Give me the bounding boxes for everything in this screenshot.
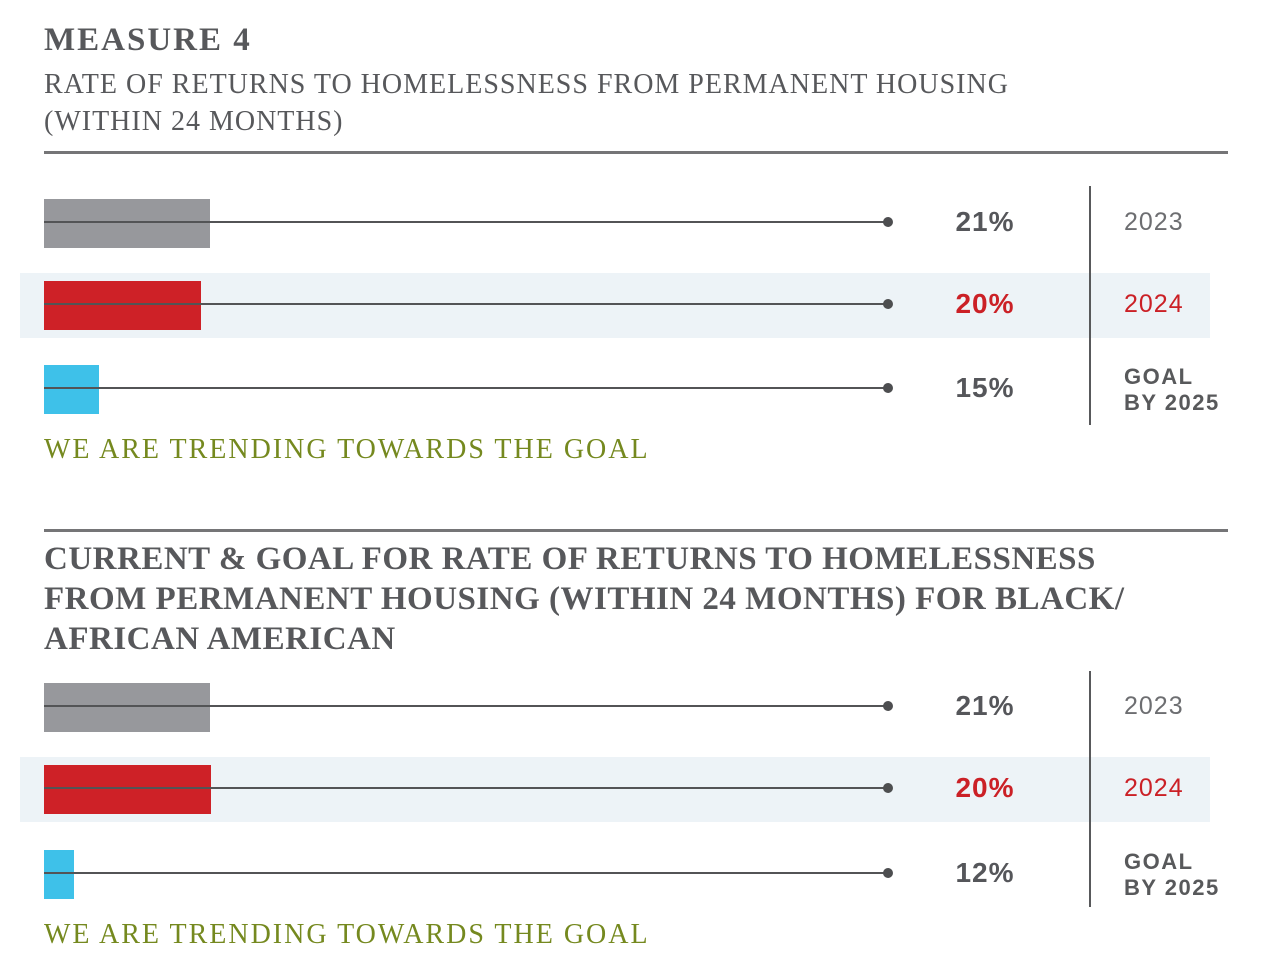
value-label-2023: 21% bbox=[955, 206, 1015, 237]
leader-line bbox=[44, 705, 890, 707]
bar-goal-2025 bbox=[44, 850, 74, 899]
value-label-goal: 15% bbox=[955, 372, 1015, 403]
section2-title: CURRENT & GOAL FOR RATE OF RETURNS TO HO… bbox=[44, 541, 1125, 657]
bar-2023 bbox=[44, 199, 210, 248]
row-highlight-band bbox=[20, 757, 1210, 822]
year-label-2024: 2024 bbox=[1124, 774, 1184, 802]
bar-2023 bbox=[44, 683, 210, 732]
measure-subtitle: RATE OF RETURNS TO HOMELESSNESS FROM PER… bbox=[44, 69, 1009, 137]
measure-number-title: MEASURE 4 bbox=[44, 22, 252, 58]
row-highlight-band bbox=[20, 273, 1210, 338]
leader-line bbox=[44, 787, 890, 789]
bar-2024 bbox=[44, 281, 201, 330]
header-rule bbox=[44, 151, 1228, 154]
line-end-dot bbox=[883, 299, 893, 309]
goal-by-2025-label: GOAL BY 2025 bbox=[1124, 364, 1220, 415]
value-label-2024: 20% bbox=[955, 288, 1015, 319]
line-end-dot bbox=[883, 383, 893, 393]
line-end-dot bbox=[883, 701, 893, 711]
value-label-2023: 21% bbox=[955, 690, 1015, 721]
year-divider-line bbox=[1089, 671, 1091, 907]
year-label-2024: 2024 bbox=[1124, 290, 1184, 318]
year-divider-line bbox=[1089, 186, 1091, 425]
goal-by-2025-label: GOAL BY 2025 bbox=[1124, 849, 1220, 900]
value-label-goal: 12% bbox=[955, 857, 1015, 888]
bar-2024 bbox=[44, 765, 211, 814]
year-label-2023: 2023 bbox=[1124, 208, 1184, 236]
leader-line bbox=[44, 303, 890, 305]
trending-note: WE ARE TRENDING TOWARDS THE GOAL bbox=[44, 434, 650, 465]
leader-line bbox=[44, 221, 890, 223]
section-rule bbox=[44, 529, 1228, 532]
trending-note: WE ARE TRENDING TOWARDS THE GOAL bbox=[44, 919, 650, 950]
leader-line bbox=[44, 872, 890, 874]
bar-goal-2025 bbox=[44, 365, 99, 414]
line-end-dot bbox=[883, 783, 893, 793]
year-label-2023: 2023 bbox=[1124, 692, 1184, 720]
line-end-dot bbox=[883, 868, 893, 878]
line-end-dot bbox=[883, 217, 893, 227]
value-label-2024: 20% bbox=[955, 772, 1015, 803]
leader-line bbox=[44, 387, 890, 389]
